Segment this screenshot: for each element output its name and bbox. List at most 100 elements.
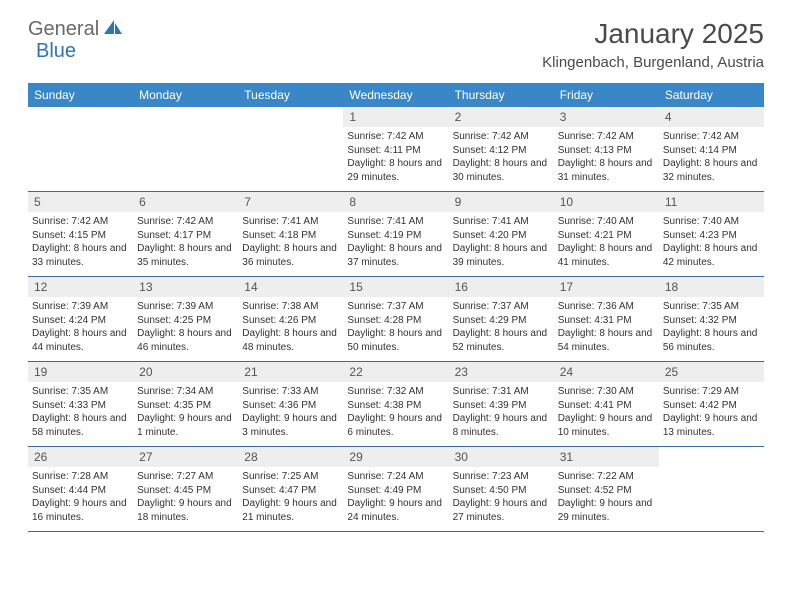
daylight-text: Daylight: 8 hours and 39 minutes. [453,242,550,269]
dow-cell: Wednesday [343,83,448,107]
sunrise-text: Sunrise: 7:41 AM [453,215,550,229]
header: General January 2025 Klingenbach, Burgen… [28,18,764,71]
sunset-text: Sunset: 4:33 PM [32,399,129,413]
daylight-text: Daylight: 8 hours and 41 minutes. [558,242,655,269]
location: Klingenbach, Burgenland, Austria [542,54,764,71]
daylight-text: Daylight: 9 hours and 3 minutes. [242,412,339,439]
sunset-text: Sunset: 4:25 PM [137,314,234,328]
sunrise-text: Sunrise: 7:30 AM [558,385,655,399]
week-row: 26 Sunrise: 7:28 AMSunset: 4:44 PM Dayligh… [28,447,764,532]
day-number: 28 [238,447,343,467]
sunrise-text: Sunrise: 7:28 AM [32,470,129,484]
day-number: 15 [343,277,448,297]
daylight-text: Daylight: 8 hours and 36 minutes. [242,242,339,269]
daylight-text: Daylight: 9 hours and 6 minutes. [347,412,444,439]
day-cell: 12Sunrise: 7:39 AMSunset: 4:24 PMDayligh… [28,277,133,361]
day-cell [238,107,343,191]
day-cell: 4Sunrise: 7:42 AMSunset: 4:14 PMDaylight… [659,107,764,191]
daylight-text: Daylight: 9 hours and 1 minute. [137,412,234,439]
day-number: 26 [28,447,133,467]
sunrise-text: Sunrise: 7:42 AM [663,130,760,144]
sunrise-text: Sunrise: 7:40 AM [558,215,655,229]
day-cell: 25Sunrise: 7:29 AMSunset: 4:42 PMDayligh… [659,362,764,446]
daylight-text: Daylight: 9 hours and 21 minutes. [242,497,339,524]
sunrise-text: Sunrise: 7:24 AM [347,470,444,484]
sunset-text: Sunset: 4:31 PM [558,314,655,328]
day-cell: 8Sunrise: 7:41 AMSunset: 4:19 PMDaylight… [343,192,448,276]
sunset-text: Sunset: 4:17 PM [137,229,234,243]
day-number: 18 [659,277,764,297]
day-cell: 30Sunrise: 7:23 AMSunset: 4:50 PMDayligh… [449,447,554,531]
sunrise-text: Sunrise: 7:39 AM [32,300,129,314]
daylight-text: Daylight: 8 hours and 48 minutes. [242,327,339,354]
day-cell: 5Sunrise: 7:42 AMSunset: 4:15 PMDaylight… [28,192,133,276]
daylight-text: Daylight: 8 hours and 35 minutes. [137,242,234,269]
sunset-text: Sunset: 4:12 PM [453,144,550,158]
sunrise-text: Sunrise: 7:34 AM [137,385,234,399]
day-number: 8 [343,192,448,212]
day-cell: 31Sunrise: 7:22 AMSunset: 4:52 PMDayligh… [554,447,659,531]
sunset-text: Sunset: 4:19 PM [347,229,444,243]
sunrise-text: Sunrise: 7:42 AM [347,130,444,144]
day-cell: 28Sunrise: 7:25 AMSunset: 4:47 PMDayligh… [238,447,343,531]
dow-cell: Sunday [28,83,133,107]
day-number: 25 [659,362,764,382]
day-cell: 17Sunrise: 7:36 AMSunset: 4:31 PMDayligh… [554,277,659,361]
day-cell: 7Sunrise: 7:41 AMSunset: 4:18 PMDaylight… [238,192,343,276]
daylight-text: Daylight: 8 hours and 42 minutes. [663,242,760,269]
sunset-text: Sunset: 4:23 PM [663,229,760,243]
sunset-text: Sunset: 4:35 PM [137,399,234,413]
sunset-text: Sunset: 4:41 PM [558,399,655,413]
day-number: 11 [659,192,764,212]
logo-text-general: General [28,18,99,41]
sunrise-text: Sunrise: 7:31 AM [453,385,550,399]
sunrise-text: Sunrise: 7:36 AM [558,300,655,314]
sunrise-text: Sunrise: 7:37 AM [347,300,444,314]
sunrise-text: Sunrise: 7:38 AM [242,300,339,314]
month-title: January 2025 [542,18,764,50]
sunrise-text: Sunrise: 7:35 AM [663,300,760,314]
sunset-text: Sunset: 4:21 PM [558,229,655,243]
day-cell: 21Sunrise: 7:33 AMSunset: 4:36 PMDayligh… [238,362,343,446]
day-cell: 3Sunrise: 7:42 AMSunset: 4:13 PMDaylight… [554,107,659,191]
sunrise-text: Sunrise: 7:35 AM [32,385,129,399]
sunset-text: Sunset: 4:11 PM [347,144,444,158]
daylight-text: Daylight: 8 hours and 50 minutes. [347,327,444,354]
day-number: 1 [343,107,448,127]
sunset-text: Sunset: 4:45 PM [137,484,234,498]
day-cell: 18Sunrise: 7:35 AMSunset: 4:32 PMDayligh… [659,277,764,361]
sunset-text: Sunset: 4:15 PM [32,229,129,243]
sunrise-text: Sunrise: 7:40 AM [663,215,760,229]
sunrise-text: Sunrise: 7:22 AM [558,470,655,484]
day-number: 17 [554,277,659,297]
sunset-text: Sunset: 4:24 PM [32,314,129,328]
day-number: 19 [28,362,133,382]
sunset-text: Sunset: 4:44 PM [32,484,129,498]
daylight-text: Daylight: 9 hours and 18 minutes. [137,497,234,524]
day-cell: 27Sunrise: 7:27 AMSunset: 4:45 PMDayligh… [133,447,238,531]
day-cell: 6Sunrise: 7:42 AMSunset: 4:17 PMDaylight… [133,192,238,276]
sunset-text: Sunset: 4:52 PM [558,484,655,498]
sunset-text: Sunset: 4:20 PM [453,229,550,243]
sunset-text: Sunset: 4:14 PM [663,144,760,158]
dow-cell: Monday [133,83,238,107]
daylight-text: Daylight: 8 hours and 56 minutes. [663,327,760,354]
sunset-text: Sunset: 4:47 PM [242,484,339,498]
sunrise-text: Sunrise: 7:37 AM [453,300,550,314]
daylight-text: Daylight: 8 hours and 30 minutes. [453,157,550,184]
day-cell: 11 Sunrise: 7:40 AMSunset: 4:23 PMDayligh… [659,192,764,276]
dow-cell: Thursday [449,83,554,107]
dow-cell: Saturday [659,83,764,107]
calendar: SundayMondayTuesdayWednesdayThursdayFrid… [28,83,764,532]
dow-cell: Friday [554,83,659,107]
day-cell: 26Sunrise: 7:28 AMSunset: 4:44 PMDayligh… [28,447,133,531]
daylight-text: Daylight: 8 hours and 52 minutes. [453,327,550,354]
sunrise-text: Sunrise: 7:33 AM [242,385,339,399]
sunrise-text: Sunrise: 7:27 AM [137,470,234,484]
sunset-text: Sunset: 4:36 PM [242,399,339,413]
day-number: 24 [554,362,659,382]
daylight-text: Daylight: 9 hours and 29 minutes. [558,497,655,524]
day-number: 2 [449,107,554,127]
sunrise-text: Sunrise: 7:39 AM [137,300,234,314]
day-number: 12 [28,277,133,297]
